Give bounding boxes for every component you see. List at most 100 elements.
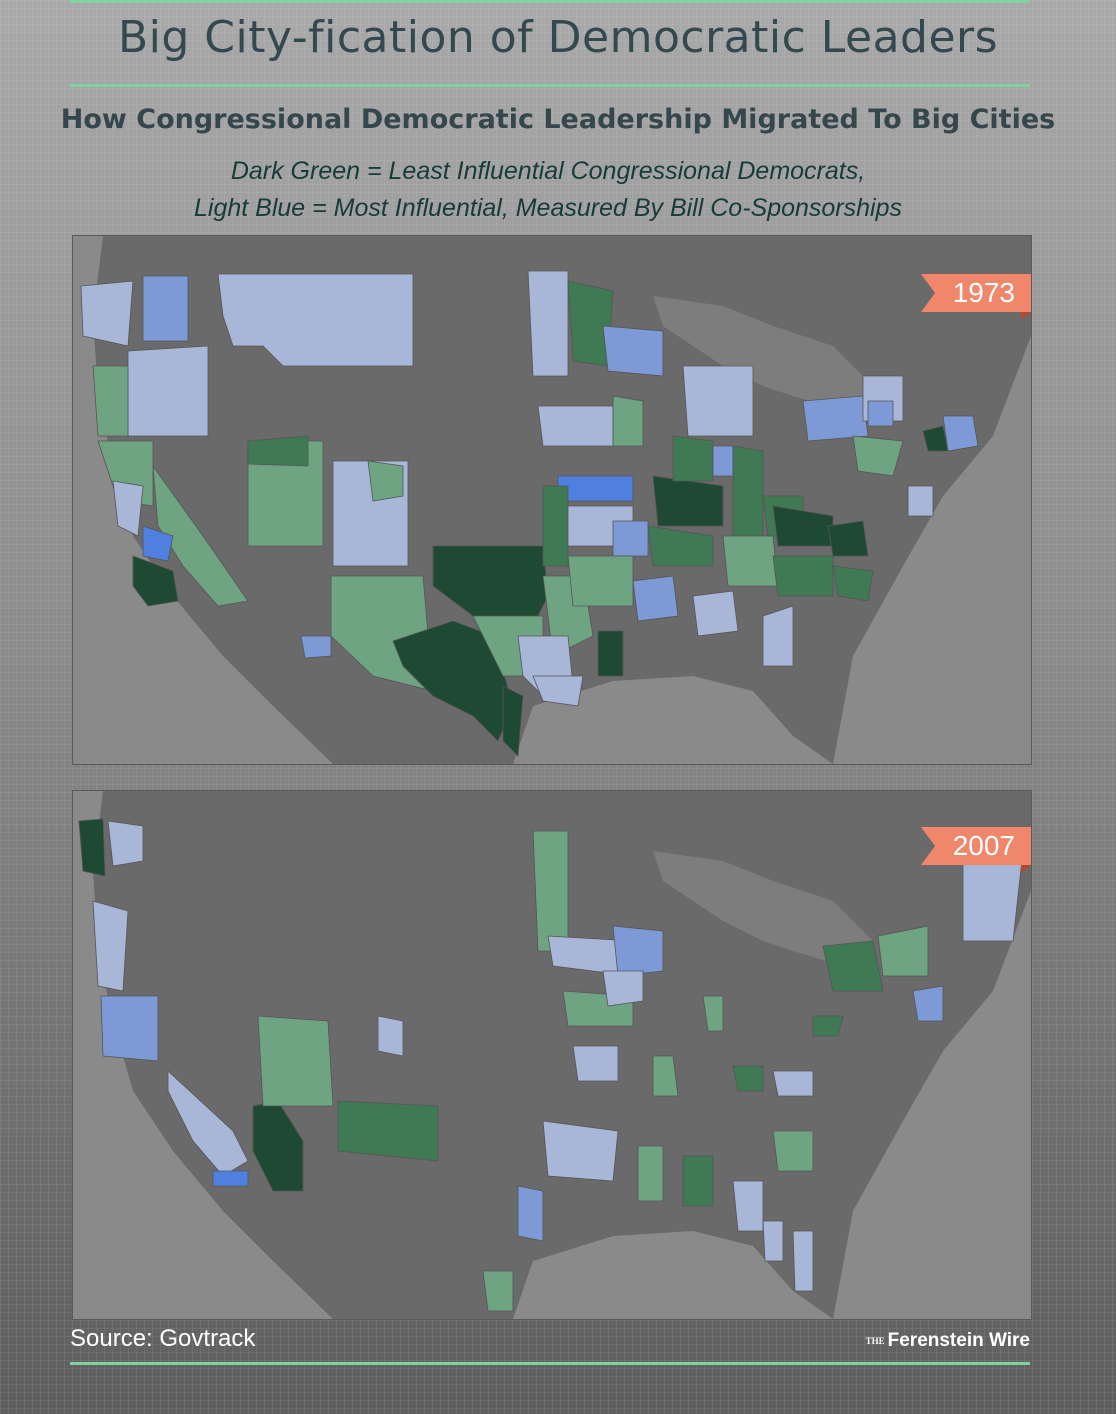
district <box>612 395 644 447</box>
district <box>712 445 734 477</box>
district <box>112 480 144 537</box>
district <box>78 818 106 877</box>
district <box>142 275 189 342</box>
district <box>247 435 309 467</box>
district <box>257 1015 334 1107</box>
district <box>852 435 904 477</box>
district <box>942 415 979 452</box>
district <box>672 435 714 482</box>
district <box>802 395 869 442</box>
map-2007: 2007 <box>72 790 1032 1320</box>
district <box>100 995 159 1062</box>
district <box>80 280 134 347</box>
page-title: Big City-fication of Democratic Leaders <box>117 12 999 63</box>
district <box>732 445 764 537</box>
district <box>722 535 779 587</box>
district <box>567 555 634 607</box>
source-credit: Source: Govtrack <box>70 1325 256 1352</box>
year-tag-2007: 2007 <box>921 827 1031 865</box>
district <box>212 1170 249 1187</box>
year-tag-1973: 1973 <box>921 274 1031 312</box>
gulf-of-mexico <box>513 1231 833 1319</box>
page-subtitle: How Congressional Democratic Leadership … <box>60 104 1056 135</box>
district <box>597 630 624 677</box>
district <box>367 460 404 502</box>
brand-logo: THE Ferenstein Wire <box>866 1330 1030 1352</box>
district <box>762 1220 784 1262</box>
district <box>542 1120 619 1182</box>
top-rule <box>70 0 1030 3</box>
year-tag-fold <box>1021 865 1031 873</box>
district <box>762 605 794 667</box>
great-lakes <box>653 296 873 411</box>
map-1973-canvas <box>73 236 1031 764</box>
atlantic-ocean <box>833 891 1031 1319</box>
district <box>877 925 929 977</box>
brand-small: THE <box>865 1335 885 1346</box>
district <box>92 365 129 437</box>
district <box>682 365 754 437</box>
district <box>637 1145 664 1202</box>
district <box>912 985 944 1022</box>
districts-2007 <box>78 818 1024 1312</box>
district <box>772 505 834 547</box>
districts-1973 <box>80 270 979 757</box>
district <box>682 1155 714 1207</box>
title-underline <box>70 84 1030 87</box>
bottom-rule <box>70 1362 1030 1365</box>
district <box>922 425 949 452</box>
district <box>612 520 649 557</box>
district <box>152 464 249 607</box>
district <box>142 525 174 562</box>
district <box>822 940 884 992</box>
district <box>482 1270 514 1312</box>
district <box>692 590 739 637</box>
district <box>732 1180 764 1232</box>
district <box>502 685 524 757</box>
district <box>392 620 514 742</box>
district <box>300 635 332 659</box>
district <box>827 520 869 557</box>
district <box>702 995 724 1032</box>
year-tag-fold <box>1021 312 1031 320</box>
district <box>772 1070 814 1097</box>
district <box>127 345 209 437</box>
district <box>217 273 414 367</box>
district <box>602 325 664 377</box>
district <box>632 575 679 622</box>
great-lakes <box>653 851 873 966</box>
map-1973: 1973 <box>72 235 1032 765</box>
district <box>867 400 894 427</box>
district <box>432 545 549 622</box>
district <box>907 485 934 517</box>
pacific-ocean <box>73 236 333 764</box>
map-2007-canvas <box>73 791 1031 1319</box>
district <box>602 970 644 1007</box>
brand-name: Ferenstein Wire <box>887 1330 1030 1351</box>
legend-line-2: Light Blue = Most Influential, Measured … <box>194 194 902 222</box>
district <box>542 485 569 567</box>
district <box>612 925 664 977</box>
district <box>832 565 874 602</box>
district <box>812 1015 844 1037</box>
district <box>132 555 179 607</box>
district <box>337 1100 439 1162</box>
district <box>572 1045 619 1082</box>
district <box>647 525 714 567</box>
pacific-ocean <box>73 791 333 1319</box>
gulf-of-mexico <box>513 676 833 764</box>
district <box>772 555 834 597</box>
district <box>252 1100 304 1192</box>
district <box>92 900 129 992</box>
district <box>652 1055 679 1097</box>
district <box>772 1130 814 1172</box>
district <box>107 820 144 867</box>
district <box>557 475 634 502</box>
district <box>532 675 584 707</box>
district <box>792 1230 814 1292</box>
atlantic-ocean <box>833 336 1031 764</box>
legend-line-1: Dark Green = Least Influential Congressi… <box>230 157 866 185</box>
district <box>517 1185 544 1242</box>
district <box>527 270 569 377</box>
district <box>537 405 614 447</box>
